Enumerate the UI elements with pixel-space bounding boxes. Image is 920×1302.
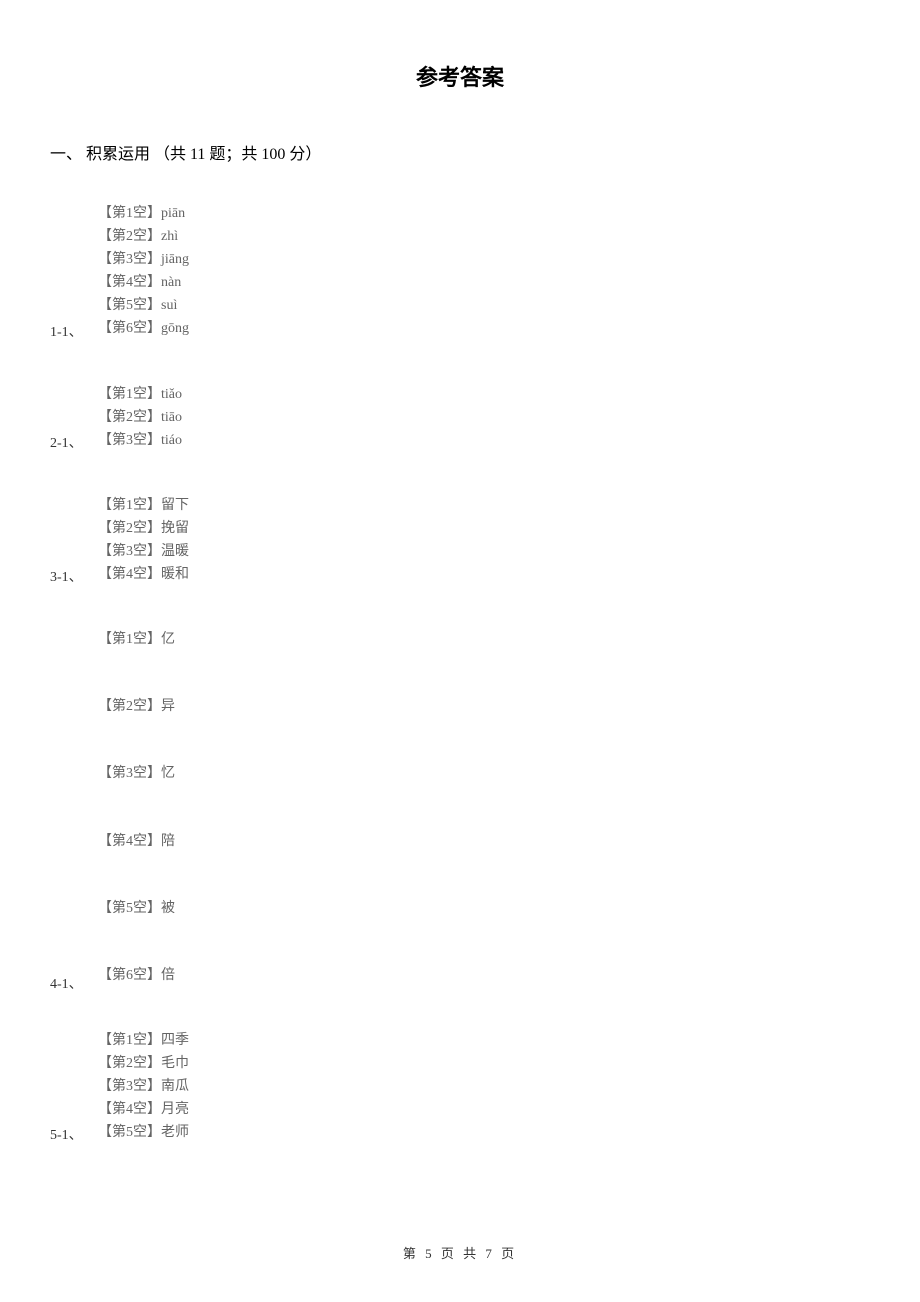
answer-item: 【第6空】gōng [98, 317, 870, 340]
question-2-answers: 【第1空】tiǎo 【第2空】tiāo 【第3空】tiáo [98, 383, 870, 452]
question-1-answers: 【第1空】piān 【第2空】zhì 【第3空】jiāng 【第4空】nàn 【… [98, 202, 870, 341]
question-2-label: 2-1、 [50, 432, 83, 452]
question-3-block: 【第1空】留下 【第2空】挽留 【第3空】温暖 【第4空】暖和 3-1、 [50, 494, 870, 586]
answer-item: 【第2空】毛巾 [98, 1052, 870, 1075]
question-2-block: 【第1空】tiǎo 【第2空】tiāo 【第3空】tiáo 2-1、 [50, 383, 870, 452]
section-heading: 一、 积累运用 （共 11 题；共 100 分） [50, 140, 870, 164]
answer-item: 【第5空】suì [98, 294, 870, 317]
answer-item: 【第2空】tiāo [98, 406, 870, 429]
answer-item: 【第4空】陪 [98, 830, 870, 853]
answer-item: 【第1空】留下 [98, 494, 870, 517]
question-5-label: 5-1、 [50, 1124, 83, 1144]
answer-item: 【第2空】异 [98, 695, 870, 718]
answer-item: 【第2空】zhì [98, 225, 870, 248]
question-5-answers: 【第1空】四季 【第2空】毛巾 【第3空】南瓜 【第4空】月亮 【第5空】老师 [98, 1029, 870, 1144]
answer-item: 【第1空】piān [98, 202, 870, 225]
answer-item: 【第4空】暖和 [98, 563, 870, 586]
question-1-label: 1-1、 [50, 321, 83, 341]
answer-item: 【第6空】倍 [98, 964, 870, 987]
question-5-block: 【第1空】四季 【第2空】毛巾 【第3空】南瓜 【第4空】月亮 【第5空】老师 … [50, 1029, 870, 1144]
question-4-label: 4-1、 [50, 973, 83, 993]
question-4-block: 【第1空】亿 【第2空】异 【第3空】忆 【第4空】陪 【第5空】被 【第6空】… [50, 628, 870, 987]
answer-item: 【第1空】tiǎo [98, 383, 870, 406]
answer-item: 【第3空】南瓜 [98, 1075, 870, 1098]
question-1-block: 【第1空】piān 【第2空】zhì 【第3空】jiāng 【第4空】nàn 【… [50, 202, 870, 341]
answer-item: 【第3空】忆 [98, 762, 870, 785]
answer-item: 【第5空】老师 [98, 1121, 870, 1144]
question-3-answers: 【第1空】留下 【第2空】挽留 【第3空】温暖 【第4空】暖和 [98, 494, 870, 586]
answer-item: 【第4空】nàn [98, 271, 870, 294]
answer-item: 【第3空】tiáo [98, 429, 870, 452]
page-title: 参考答案 [50, 60, 870, 92]
answer-item: 【第4空】月亮 [98, 1098, 870, 1121]
answer-item: 【第5空】被 [98, 897, 870, 920]
answer-item: 【第2空】挽留 [98, 517, 870, 540]
answer-item: 【第3空】jiāng [98, 248, 870, 271]
page-footer: 第 5 页 共 7 页 [0, 1243, 920, 1262]
answer-item: 【第1空】四季 [98, 1029, 870, 1052]
answer-item: 【第1空】亿 [98, 628, 870, 651]
answer-item: 【第3空】温暖 [98, 540, 870, 563]
question-3-label: 3-1、 [50, 566, 83, 586]
question-4-answers: 【第1空】亿 【第2空】异 【第3空】忆 【第4空】陪 【第5空】被 【第6空】… [98, 628, 870, 987]
